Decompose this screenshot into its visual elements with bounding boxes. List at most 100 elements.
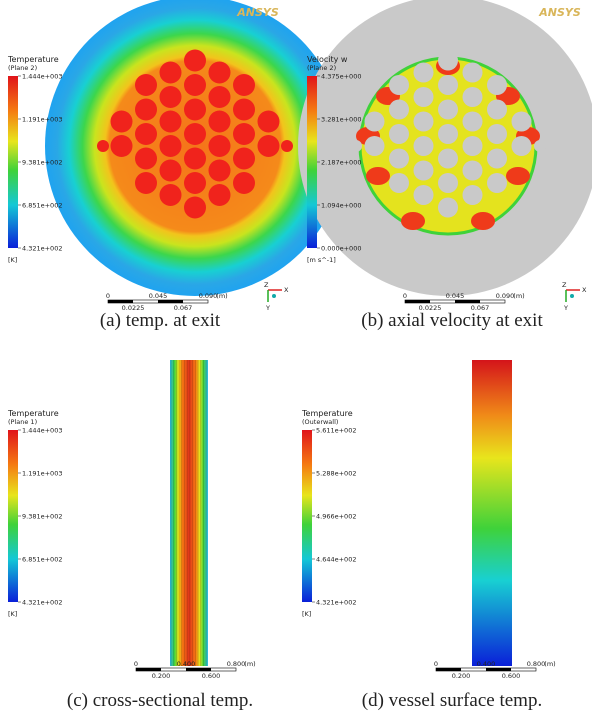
scale-label: (m) — [216, 292, 227, 300]
rod — [209, 160, 231, 182]
legend-subtitle: (Plane 1) — [8, 418, 37, 426]
rod — [209, 184, 231, 206]
rod — [438, 124, 458, 144]
scale-label: 0.0225 — [122, 304, 145, 312]
rod — [487, 124, 507, 144]
rod — [487, 173, 507, 193]
rod — [414, 185, 434, 205]
scale-seg — [136, 668, 161, 671]
rod — [209, 135, 231, 157]
rod — [135, 172, 157, 194]
legend-unit: [K] — [8, 610, 17, 618]
rod — [487, 100, 507, 120]
tick-label: 4.966e+002 — [316, 513, 356, 521]
rod — [389, 124, 409, 144]
tick-label: 9.381e+002 — [22, 513, 62, 521]
scale-label: 0 — [134, 660, 138, 668]
tick-label: 4.321e+002 — [22, 245, 62, 253]
tick-label: 4.375e+000 — [321, 73, 361, 81]
scale-label: 0.067 — [471, 304, 490, 312]
rod — [487, 149, 507, 169]
axis — [272, 294, 276, 298]
tick-label: 6.851e+002 — [22, 202, 62, 210]
legend-subtitle: (Outerwall) — [302, 418, 338, 426]
tick-label: 4.644e+002 — [316, 556, 356, 564]
rod — [160, 160, 182, 182]
scale-label: 0.400 — [177, 660, 196, 668]
rod — [463, 136, 483, 156]
rod — [111, 135, 133, 157]
rod — [184, 99, 206, 121]
rod — [135, 99, 157, 121]
rod — [389, 173, 409, 193]
tick-label: 0.000e+000 — [321, 245, 361, 253]
rod — [258, 111, 280, 133]
scale-label: (m) — [244, 660, 255, 668]
legend-title: Temperature — [301, 409, 353, 418]
axis-label: Z — [562, 281, 567, 289]
rod — [463, 161, 483, 181]
rod — [160, 62, 182, 84]
rod — [233, 99, 255, 121]
vessel — [472, 360, 512, 666]
colorbar — [307, 76, 317, 248]
scale-label: 0 — [403, 292, 407, 300]
rod — [414, 112, 434, 132]
rod — [414, 63, 434, 83]
scale-label: 0.800 — [527, 660, 546, 668]
scale-label: 0.200 — [152, 672, 171, 680]
axis-label: X — [284, 286, 289, 294]
rod — [438, 100, 458, 120]
axis-label: Y — [563, 304, 568, 312]
scale-label: 0.090 — [199, 292, 218, 300]
rod — [111, 111, 133, 133]
scale-label: 0 — [434, 660, 438, 668]
rod — [258, 135, 280, 157]
rod — [160, 111, 182, 133]
rod — [160, 86, 182, 108]
rod — [233, 74, 255, 96]
rod — [184, 74, 206, 96]
rod — [160, 135, 182, 157]
scale-seg — [486, 668, 511, 671]
scale-label: (m) — [513, 292, 524, 300]
colorbar — [8, 430, 18, 602]
panel-caption: (b) axial velocity at exit — [361, 310, 543, 331]
rod — [438, 198, 458, 218]
panel-caption: (d) vessel surface temp. — [362, 690, 542, 711]
rod — [414, 161, 434, 181]
rod — [365, 136, 385, 156]
tick-label: 9.381e+002 — [22, 159, 62, 167]
scale-label: 0.800 — [227, 660, 246, 668]
legend-title: Temperature — [7, 55, 59, 64]
rod — [135, 74, 157, 96]
scale-label: 0.090 — [496, 292, 515, 300]
rod — [184, 197, 206, 219]
hot-spot — [471, 212, 495, 230]
scale-label: 0 — [106, 292, 110, 300]
rod — [389, 75, 409, 95]
scale-label: (m) — [544, 660, 555, 668]
legend-unit: [K] — [8, 256, 17, 264]
rod — [438, 173, 458, 193]
rod — [438, 75, 458, 95]
tick-label: 5.611e+002 — [316, 427, 356, 435]
tick-label: 6.851e+002 — [22, 556, 62, 564]
tick-label: 1.444e+003 — [22, 427, 62, 435]
scale-label: 0.600 — [502, 672, 521, 680]
tick-label: 4.321e+002 — [316, 599, 356, 607]
rod — [487, 75, 507, 95]
rod — [135, 123, 157, 145]
colorbar — [8, 76, 18, 248]
rod — [512, 112, 532, 132]
tick-label: 4.321e+002 — [22, 599, 62, 607]
hot-spot — [506, 167, 530, 185]
rod — [438, 51, 458, 71]
scale-seg — [186, 668, 211, 671]
scale-seg — [455, 300, 480, 303]
scale-label: 0.600 — [202, 672, 221, 680]
rod — [389, 149, 409, 169]
rod — [463, 185, 483, 205]
rod — [414, 87, 434, 107]
legend-subtitle: (Plane 2) — [8, 64, 37, 72]
